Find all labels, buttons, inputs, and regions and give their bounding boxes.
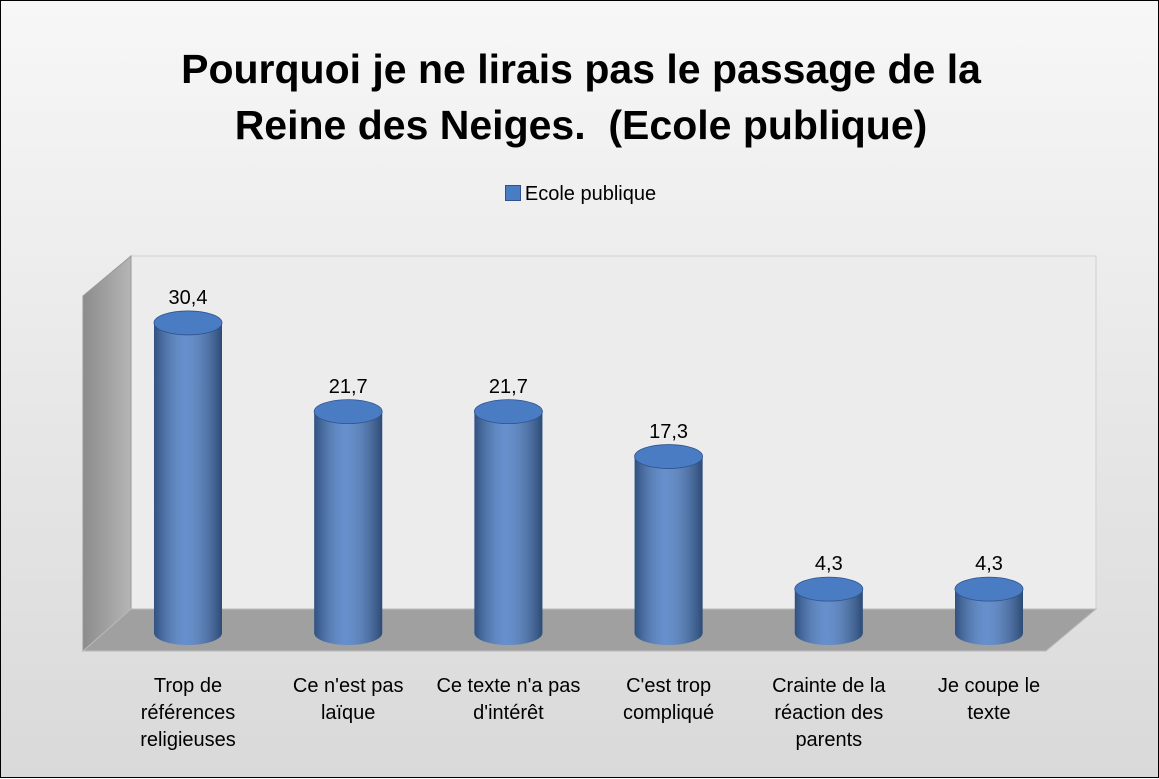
floor [81, 608, 1098, 652]
bar-top [634, 444, 703, 469]
bar-shade [154, 322, 222, 633]
bar-top [313, 399, 383, 425]
bar-top [954, 576, 1024, 602]
x-tick-label: C'est trop compliqué [623, 675, 715, 724]
value-label: 21,7 [488, 375, 528, 398]
legend-label: Ecole publique [524, 183, 657, 205]
bar-top [473, 399, 543, 425]
x-tick-label: Crainte de la réaction des parents [772, 675, 886, 751]
x-tick-label: Je coupe le texte [937, 675, 1041, 724]
value-label: 21,7 [328, 375, 368, 398]
legend-swatch [504, 185, 521, 201]
x-tick-label: Ce texte n'a pas d'intérêt [436, 675, 581, 724]
x-tick-label: Ce n'est pas laïque [292, 675, 404, 724]
value-label: 4,3 [975, 553, 1003, 576]
value-label: 30,4 [168, 286, 208, 309]
legend: Ecole publique [1, 183, 1159, 206]
x-tick-label: Trop de références religieuses [140, 675, 236, 751]
bar-shade [474, 411, 543, 633]
bar-top [794, 576, 864, 602]
bar-shade [314, 411, 383, 633]
bar-top [153, 310, 223, 336]
value-label: 4,3 [814, 553, 843, 576]
value-label: 17,3 [649, 420, 689, 443]
bar-shade [634, 456, 703, 633]
side-wall [82, 254, 132, 653]
chart-title: Pourquoi je ne lirais pas le passage de … [181, 46, 993, 148]
